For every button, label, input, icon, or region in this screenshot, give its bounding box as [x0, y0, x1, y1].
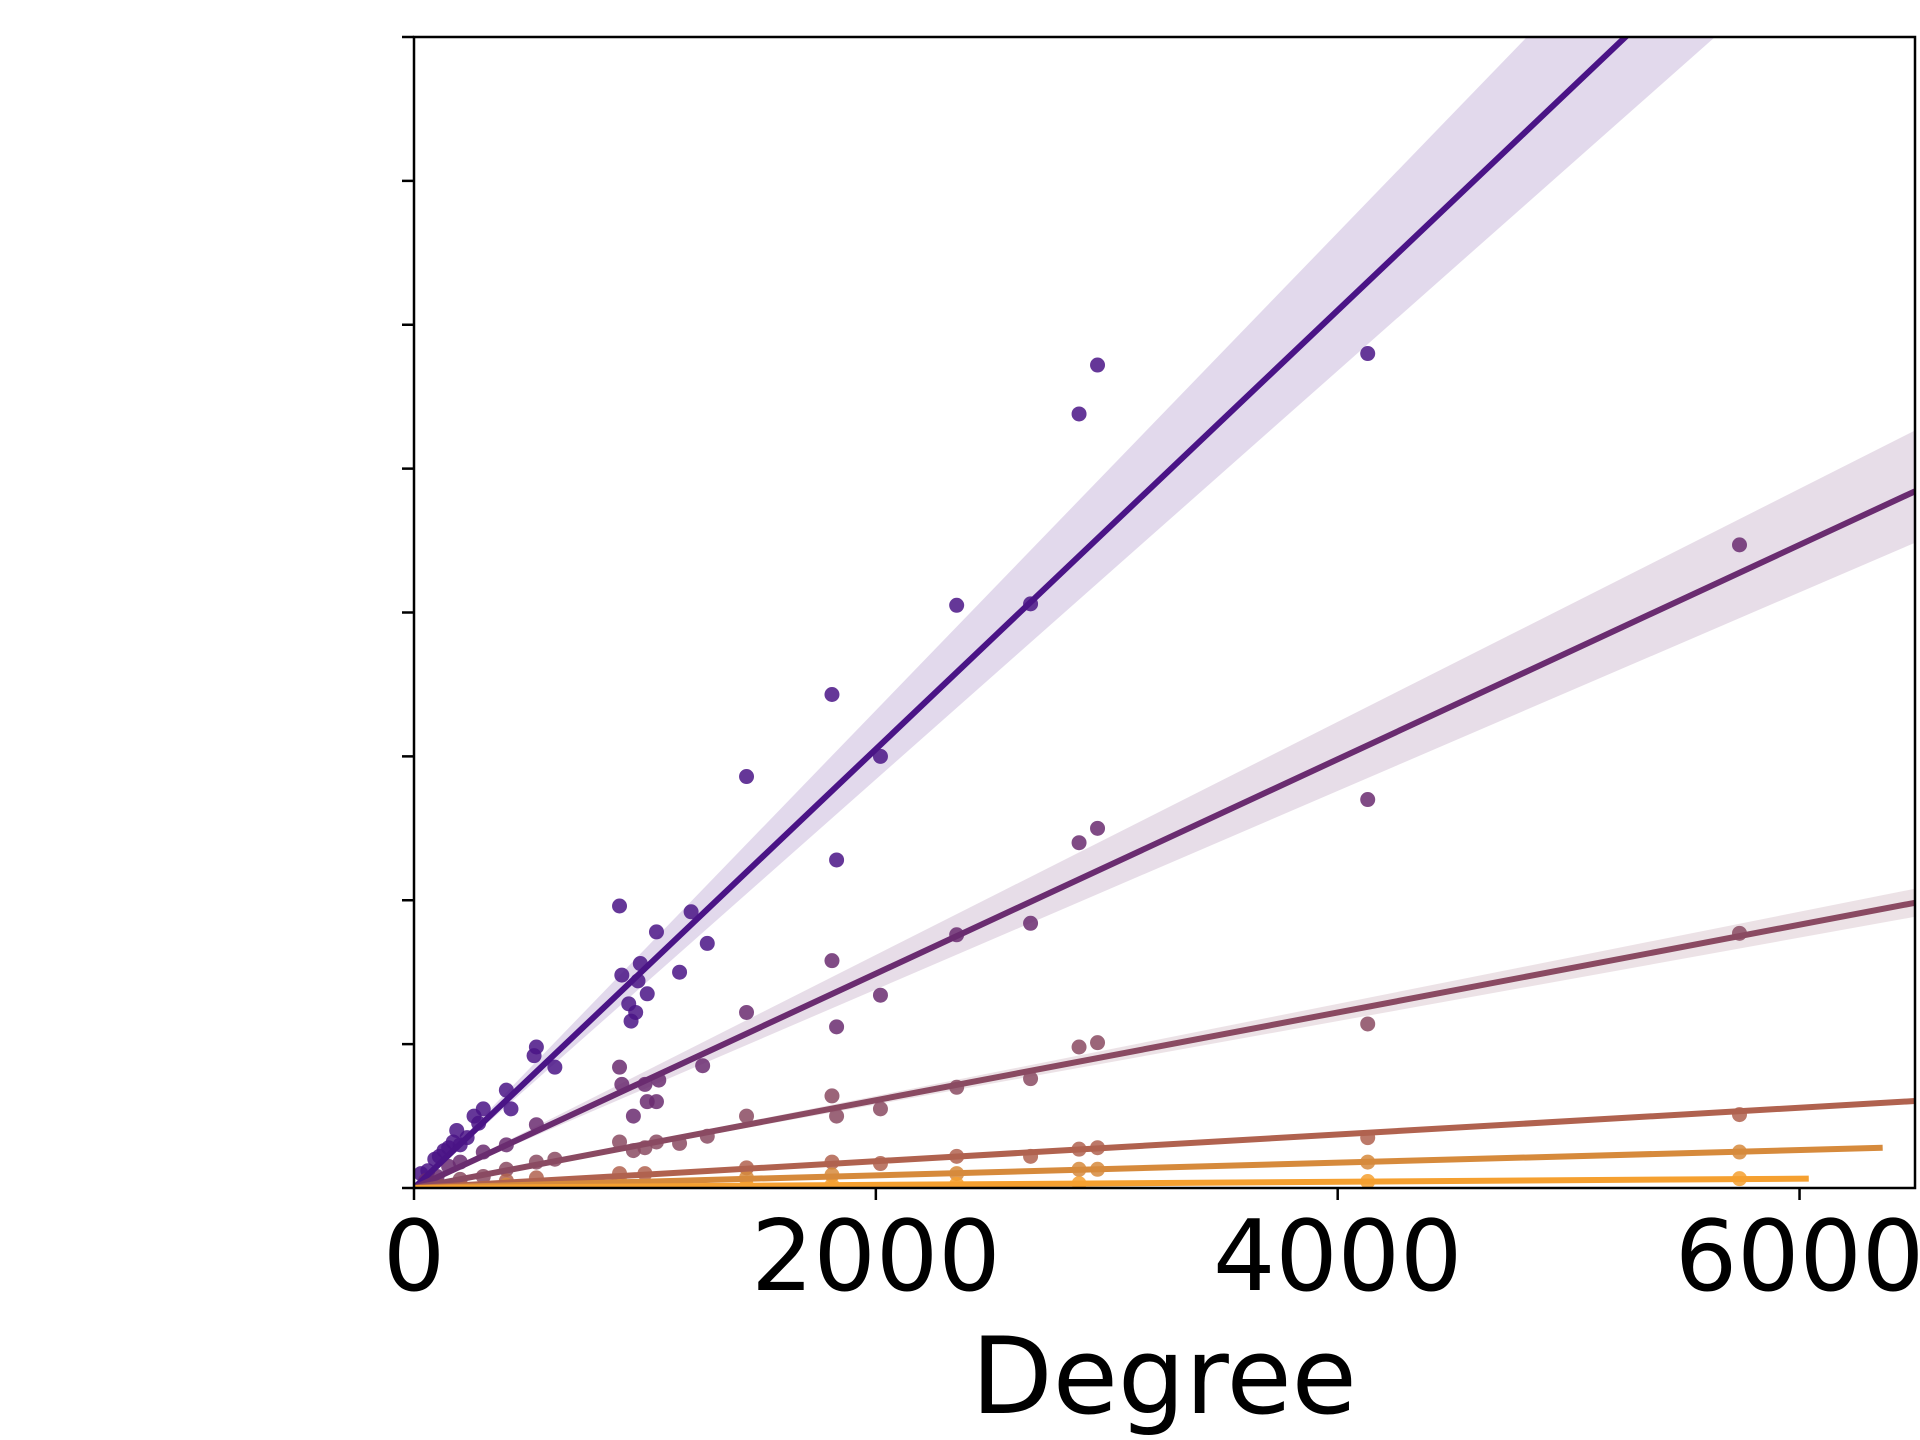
fit-line-1 [414, 488, 1915, 1188]
point-s0-28 [683, 904, 699, 920]
point-s1-14 [695, 1058, 711, 1074]
ci-band-2 [414, 888, 1915, 1188]
fit-line-5 [414, 1175, 1809, 1188]
ci-band-1 [414, 430, 1915, 1188]
point-s0-17 [547, 1059, 563, 1075]
point-s0-25 [639, 986, 655, 1002]
x-axis-label: Degree [971, 1315, 1357, 1438]
point-s1-22 [1090, 820, 1106, 836]
point-s0-31 [824, 687, 840, 703]
point-s2-20 [1360, 1016, 1376, 1032]
point-s1-12 [648, 1094, 664, 1110]
x-tick-label-3: 6000 [1675, 1200, 1920, 1314]
point-s2-13 [824, 1088, 840, 1104]
point-s0-33 [872, 748, 888, 764]
point-s1-9 [625, 1108, 641, 1124]
point-s0-34 [949, 597, 965, 613]
y-axis-ticks [402, 35, 414, 1190]
x-tick-label-0: 0 [383, 1200, 445, 1314]
point-s0-26 [648, 924, 664, 940]
point-s0-30 [739, 769, 755, 785]
x-tick-label-1: 2000 [751, 1200, 1000, 1314]
point-s2-15 [872, 1101, 888, 1117]
point-s0-32 [829, 852, 845, 868]
point-s0-27 [672, 964, 688, 980]
point-s0-14 [503, 1101, 519, 1117]
point-s2-17 [1023, 1071, 1039, 1087]
point-s0-36 [1071, 406, 1087, 422]
point-s2-18 [1071, 1039, 1087, 1055]
point-s0-19 [614, 967, 630, 983]
point-s2-12 [739, 1108, 755, 1124]
point-s1-23 [1360, 792, 1376, 808]
ci-band-0 [414, 37, 1715, 1188]
x-axis-ticks: 0 2000 4000 6000 [383, 1188, 1920, 1314]
point-s0-12 [475, 1101, 491, 1117]
point-s0-16 [528, 1039, 544, 1055]
point-s2-19 [1090, 1035, 1106, 1051]
point-s1-20 [1023, 915, 1039, 931]
point-s0-22 [628, 1004, 644, 1020]
x-tick-label-2: 4000 [1213, 1200, 1462, 1314]
point-s0-18 [612, 898, 628, 914]
fit-line-2 [414, 899, 1915, 1188]
point-s1-17 [829, 1019, 845, 1035]
point-s1-15 [739, 1004, 755, 1020]
confidence-bands [414, 37, 1915, 1188]
fit-line-0 [414, 37, 1630, 1188]
point-s1-7 [612, 1059, 628, 1075]
fit-lines [414, 37, 1915, 1188]
point-s0-37 [1090, 357, 1106, 373]
point-s1-21 [1071, 835, 1087, 851]
point-s1-24 [1731, 537, 1747, 553]
point-s1-18 [872, 987, 888, 1003]
fit-line-4 [414, 1144, 1883, 1188]
point-s2-14 [829, 1108, 845, 1124]
point-s0-38 [1360, 346, 1376, 362]
point-s1-16 [824, 953, 840, 969]
point-s0-29 [699, 935, 715, 951]
fit-line-3 [414, 1098, 1915, 1188]
